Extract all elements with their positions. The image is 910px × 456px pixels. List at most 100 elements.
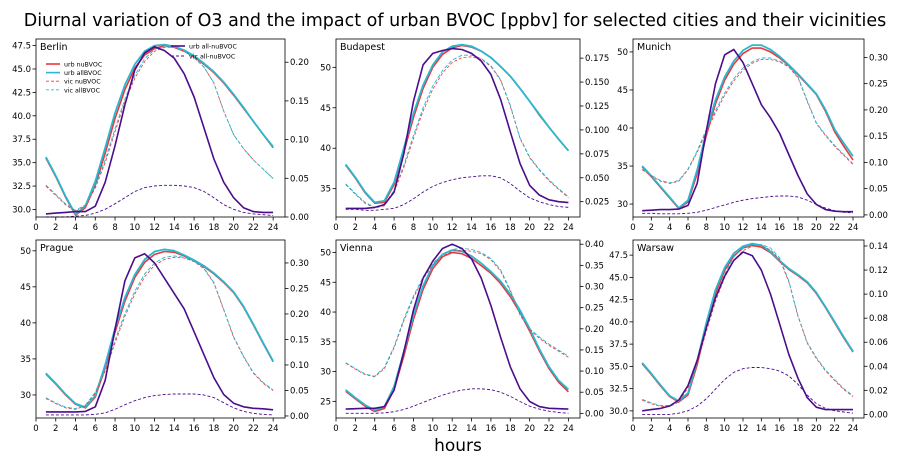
x-tick-label: 10 [719,424,730,434]
x-tick-label: 0 [333,424,338,434]
x-tick-label: 8 [112,223,117,233]
x-tick-label: 12 [447,223,458,233]
y-tick-label-right: 0.025 [585,198,609,208]
series-line-urb-all-nubvoc [642,48,853,213]
x-tick-label: 4 [667,223,672,233]
y-tick-label-left: 40 [320,144,331,154]
x-tick-label: 22 [248,424,259,434]
y-tick-label-right: 0.10 [585,367,604,377]
series-line-vic-allbvoc [45,255,274,410]
y-tick-label-left: 32.5 [12,182,31,192]
series-line-urb-allbvoc [344,43,570,204]
y-tick-label-right: 0.10 [290,136,309,146]
series-line-urb-nubvoc [345,44,570,204]
x-tick-label: 24 [848,424,859,434]
y-tick-label-right: 0.125 [585,102,609,112]
y-tick-label-right: 0.05 [290,386,309,396]
y-tick-label-left: 30 [20,391,31,401]
y-tick-label-right: 0.00 [869,410,888,420]
x-tick-label: 8 [112,424,117,434]
x-axis-label: hours [434,436,482,456]
plot-frame [632,239,865,419]
x-tick-label: 14 [169,424,180,434]
x-tick-label: 10 [427,223,438,233]
y-tick-label-left: 35 [320,338,331,348]
y-tick-label-left: 50 [617,48,628,58]
series-line-vic-all-nubvoc [345,175,569,211]
y-tick-label-right: 0.30 [290,259,309,269]
y-tick-label-right: 0.00 [290,412,309,422]
y-tick-label-right: 0.00 [585,409,604,419]
panel-title: Prague [40,243,73,254]
y-tick-label-right: 0.40 [585,240,604,250]
series-line-urb-allbvoc [345,249,570,412]
x-tick-label: 18 [208,424,219,434]
x-tick-label: 6 [93,424,98,434]
series-line-urb-allbvoc [45,43,274,216]
x-tick-label: 10 [427,424,438,434]
x-tick-label: 10 [129,223,140,233]
y-tick-label-right: 0.25 [585,304,604,314]
y-tick-label-right: 0.00 [869,211,888,221]
x-tick-label: 18 [505,424,516,434]
y-tick-label-left: 50 [320,249,331,259]
y-tick-label-left: 30 [617,200,628,210]
x-tick-label: 16 [774,424,785,434]
x-tick-label: 2 [649,223,654,233]
y-tick-label-right: 0.00 [290,213,309,223]
series-line-urb-all-nubvoc [345,47,569,210]
panel-vienna: 0 2 4 6 8 10 12 14 16 18 20 22 242530354045500.000.0… [320,239,604,434]
y-tick-label-left: 45 [20,283,31,293]
x-tick-label: 18 [793,223,804,233]
x-tick-label: 24 [268,223,279,233]
panel-title: Warsaw [637,243,674,254]
panel-title: Berlin [40,42,68,53]
series-line-vic-all-nubvoc [642,367,854,415]
y-tick-label-left: 35.0 [609,362,628,372]
x-tick-label: 12 [149,424,160,434]
y-tick-label-right: 0.15 [290,335,309,345]
y-tick-label-left: 30.0 [12,206,31,216]
y-tick-label-right: 0.04 [869,362,888,372]
x-tick-label: 4 [667,424,672,434]
legend-label-urb-all-nubvoc: urb all-nuBVOC [189,44,237,51]
series-line-vic-allbvoc [641,57,854,184]
x-tick-label: 18 [208,223,219,233]
panel-budapest: 0 2 4 6 8 10 12 14 16 18 20 22 24354045500.0250.0500… [320,38,609,233]
legend-label-vic-allbvoc: vic allBVOC [64,87,101,94]
y-tick-label-right: 0.35 [585,261,604,271]
x-tick-label: 12 [447,424,458,434]
x-tick-label: 10 [719,223,730,233]
x-tick-label: 14 [756,424,767,434]
series-line-urb-nubvoc [45,250,274,409]
series-line-vic-allbvoc [345,54,569,208]
x-tick-label: 12 [738,223,749,233]
series-line-urb-all-nubvoc [345,243,569,410]
y-tick-label-right: 0.175 [585,54,609,64]
x-tick-label: 24 [848,223,859,233]
y-tick-label-right: 0.25 [290,284,309,294]
series-line-vic-all-nubvoc [345,388,569,414]
panel-berlin: 0 2 4 6 8 10 12 14 16 18 20 22 2430.032.535.037.540.… [12,38,309,233]
x-tick-label: 24 [268,424,279,434]
y-tick-label-left: 47.5 [609,251,628,261]
x-tick-label: 8 [704,223,709,233]
series-line-urb-allbvoc [641,242,854,403]
x-tick-label: 16 [189,223,200,233]
y-tick-label-left: 40 [320,308,331,318]
x-tick-label: 0 [33,424,38,434]
y-tick-label-right: 0.15 [585,346,604,356]
series-line-vic-allbvoc [45,46,274,211]
x-tick-label: 14 [756,223,767,233]
x-tick-label: 14 [466,223,477,233]
y-tick-label-left: 50 [320,63,331,73]
y-tick-label-right: 0.12 [869,266,888,276]
y-tick-label-right: 0.20 [585,325,604,335]
x-tick-label: 6 [685,424,690,434]
y-tick-label-left: 35 [617,162,628,172]
panel-title: Munich [637,42,671,53]
y-tick-label-left: 45.0 [12,65,31,75]
x-tick-label: 2 [353,424,358,434]
y-tick-label-right: 0.10 [290,361,309,371]
y-tick-label-right: 0.15 [290,97,309,107]
